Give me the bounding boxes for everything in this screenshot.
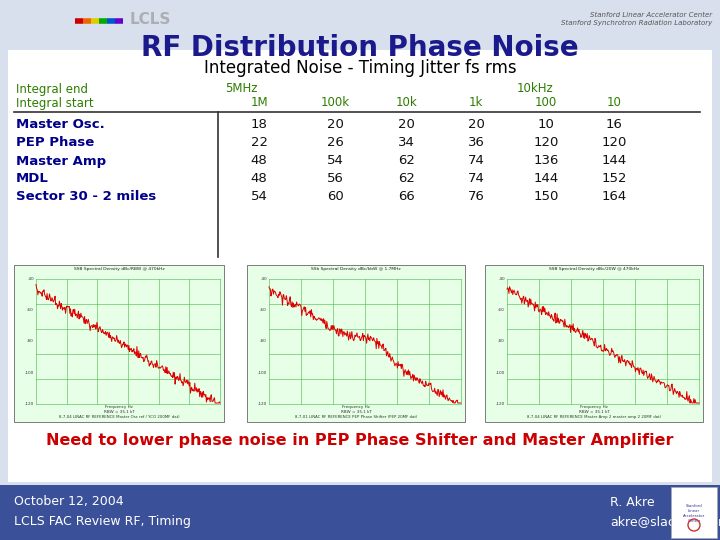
Text: MDL: MDL (16, 172, 49, 186)
Text: 8-7-01 LINAC RF REFERENCE PEP Phase Shifter (PEP 20MF dat): 8-7-01 LINAC RF REFERENCE PEP Phase Shif… (294, 415, 417, 419)
Text: 48: 48 (251, 154, 267, 167)
Text: 1M: 1M (250, 97, 268, 110)
Text: 60: 60 (327, 191, 344, 204)
Text: 164: 164 (601, 191, 626, 204)
Text: Integral end: Integral end (16, 83, 88, 96)
Text: 144: 144 (601, 154, 626, 167)
Text: Integral start: Integral start (16, 97, 94, 110)
Text: PEP Phase: PEP Phase (16, 137, 94, 150)
Text: -60: -60 (498, 308, 505, 312)
Text: 54: 54 (251, 191, 267, 204)
Text: 26: 26 (327, 137, 344, 150)
Text: RF Distribution Phase Noise: RF Distribution Phase Noise (141, 34, 579, 62)
Text: 100k: 100k (321, 97, 350, 110)
Text: 34: 34 (398, 137, 415, 150)
Text: 62: 62 (398, 172, 415, 186)
Text: LCLS: LCLS (130, 12, 171, 28)
Text: -60: -60 (260, 308, 267, 312)
Text: 66: 66 (398, 191, 415, 204)
Text: SSB Spectral Density dBc/RBW @ 470kHz: SSB Spectral Density dBc/RBW @ 470kHz (73, 267, 164, 271)
Text: LCLS FAC Review RF, Timing: LCLS FAC Review RF, Timing (14, 516, 191, 529)
Text: 48: 48 (251, 172, 267, 186)
Text: -40: -40 (498, 277, 505, 281)
Text: Frequency Hz: Frequency Hz (342, 405, 370, 409)
FancyBboxPatch shape (8, 50, 712, 482)
Text: -60: -60 (27, 308, 34, 312)
Text: Stanford Linear Accelerator Center: Stanford Linear Accelerator Center (590, 12, 712, 18)
Text: RBW = 35.1 kT: RBW = 35.1 kT (579, 410, 609, 414)
Text: -40: -40 (261, 277, 267, 281)
Text: 8-7-04 LINAC RF REFERENCE Master Osc ref / YCO 200MF dat): 8-7-04 LINAC RF REFERENCE Master Osc ref… (59, 415, 179, 419)
Text: 22: 22 (251, 137, 268, 150)
Text: October 12, 2004: October 12, 2004 (14, 496, 124, 509)
Text: Frequency Hz: Frequency Hz (105, 405, 133, 409)
Text: Sector 30 - 2 miles: Sector 30 - 2 miles (16, 191, 156, 204)
Text: 56: 56 (327, 172, 344, 186)
Text: 10: 10 (606, 97, 621, 110)
FancyBboxPatch shape (247, 265, 465, 422)
Text: 144: 144 (534, 172, 559, 186)
Text: 8-7-04 LINAC RF REFERENCE Master Amp 2 master amp 2 20MF dat): 8-7-04 LINAC RF REFERENCE Master Amp 2 m… (527, 415, 661, 419)
Text: 20: 20 (327, 118, 344, 132)
Text: Master Osc.: Master Osc. (16, 118, 104, 132)
Text: SSb Spectral Density dBc/kbW @ 1.7MHz: SSb Spectral Density dBc/kbW @ 1.7MHz (311, 267, 401, 271)
Text: 36: 36 (467, 137, 485, 150)
Text: Master Amp: Master Amp (16, 154, 106, 167)
Text: 152: 152 (601, 172, 626, 186)
Text: akre@slac.stanford.edu: akre@slac.stanford.edu (610, 516, 720, 529)
Text: 120: 120 (601, 137, 626, 150)
FancyBboxPatch shape (485, 265, 703, 422)
Text: 62: 62 (398, 154, 415, 167)
Text: Integrated Noise - Timing Jitter fs rms: Integrated Noise - Timing Jitter fs rms (204, 59, 516, 77)
Text: 5MHz: 5MHz (225, 83, 258, 96)
Text: 120: 120 (534, 137, 559, 150)
Text: 10kHz: 10kHz (517, 83, 554, 96)
Text: 18: 18 (251, 118, 267, 132)
Text: 74: 74 (467, 172, 485, 186)
Text: 1k: 1k (469, 97, 483, 110)
Text: Stanford Synchrotron Radiation Laboratory: Stanford Synchrotron Radiation Laborator… (561, 20, 712, 26)
Text: R. Akre: R. Akre (610, 496, 654, 509)
Text: RBW = 35.1 kT: RBW = 35.1 kT (341, 410, 372, 414)
Text: -80: -80 (260, 340, 267, 343)
Text: -40: -40 (27, 277, 34, 281)
Text: -100: -100 (496, 371, 505, 375)
Text: -100: -100 (24, 371, 34, 375)
FancyBboxPatch shape (0, 485, 720, 540)
FancyBboxPatch shape (14, 265, 224, 422)
Text: 76: 76 (467, 191, 485, 204)
Text: 150: 150 (534, 191, 559, 204)
Text: -80: -80 (498, 340, 505, 343)
Text: RBW = 35.1 kT: RBW = 35.1 kT (104, 410, 135, 414)
Text: -80: -80 (27, 340, 34, 343)
Text: SSB Spectral Density dBc/20W @ 470kHz: SSB Spectral Density dBc/20W @ 470kHz (549, 267, 639, 271)
Text: 100: 100 (535, 97, 557, 110)
Text: Stanford
Linear
Accelerator
Center: Stanford Linear Accelerator Center (683, 504, 705, 523)
Text: -100: -100 (258, 371, 267, 375)
Text: 16: 16 (606, 118, 622, 132)
Text: -120: -120 (24, 402, 34, 406)
Text: 10k: 10k (395, 97, 418, 110)
Text: Need to lower phase noise in PEP Phase Shifter and Master Amplifier: Need to lower phase noise in PEP Phase S… (46, 433, 674, 448)
Text: 136: 136 (534, 154, 559, 167)
Text: 74: 74 (467, 154, 485, 167)
Text: -120: -120 (496, 402, 505, 406)
Text: 20: 20 (398, 118, 415, 132)
Text: 10: 10 (538, 118, 554, 132)
Text: 54: 54 (327, 154, 344, 167)
Text: -120: -120 (258, 402, 267, 406)
Text: Frequency Hz: Frequency Hz (580, 405, 608, 409)
FancyBboxPatch shape (671, 487, 717, 538)
Text: 20: 20 (467, 118, 485, 132)
